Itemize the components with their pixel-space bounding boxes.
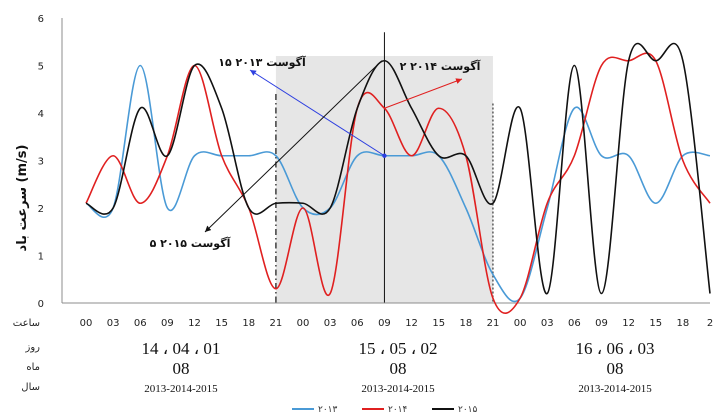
x-tick-label: 18 <box>677 318 690 329</box>
x-tick-label: 09 <box>595 318 608 329</box>
x-tick-label: 06 <box>568 318 581 329</box>
annotation-point <box>382 154 386 158</box>
x-tick-label: 18 <box>459 318 472 329</box>
x-tick-label: 00 <box>80 318 93 329</box>
x-tick-label: 09 <box>378 318 391 329</box>
hour-row-label: ساعت <box>13 318 40 329</box>
y-axis-label: سرعت باد (m/s) <box>15 145 30 252</box>
legend-label: ۲۰۱۵ <box>458 405 478 414</box>
x-tick-label: 06 <box>134 318 147 329</box>
row-group-value: 2013-2014-2015 <box>361 383 435 395</box>
x-tick-label: 00 <box>514 318 527 329</box>
row-label: سال <box>21 382 40 393</box>
x-tick-label: 18 <box>242 318 255 329</box>
annotation-label: ۱۵ آگوست ۲۰۱۳ <box>218 55 306 69</box>
x-tick-label: 09 <box>161 318 174 329</box>
row-group-value: 14 ، 04 ، 01 <box>141 339 220 358</box>
row-group-value: 16 ، 06 ، 03 <box>576 339 655 358</box>
x-tick-label: 2 <box>707 318 713 329</box>
row-group-value: 15 ، 05 ، 02 <box>359 339 438 358</box>
x-tick-label: 12 <box>188 318 201 329</box>
x-tick-label: 15 <box>215 318 228 329</box>
y-tick-label: 5 <box>38 62 44 73</box>
x-tick-label: 21 <box>270 318 283 329</box>
legend-label: ۲۰۱۴ <box>388 405 408 414</box>
x-tick-label: 12 <box>622 318 635 329</box>
x-tick-label: 12 <box>405 318 418 329</box>
x-tick-label: 21 <box>487 318 500 329</box>
y-tick-label: 1 <box>38 252 44 263</box>
legend-label: ۲۰۱۳ <box>318 405 338 414</box>
y-tick-label: 3 <box>38 157 44 168</box>
row-label: روز <box>25 342 41 353</box>
x-tick-label: 03 <box>324 318 337 329</box>
annotation-label: ۵ آگوست ۲۰۱۵ <box>150 236 231 250</box>
x-tick-label: 06 <box>351 318 364 329</box>
annotation-label: ۲ آگوست ۲۰۱۴ <box>400 59 481 73</box>
row-group-value: 08 <box>607 359 624 378</box>
y-tick-label: 2 <box>38 204 44 215</box>
x-tick-label: 03 <box>541 318 554 329</box>
y-tick-label: 6 <box>38 14 44 25</box>
row-group-value: 08 <box>390 359 407 378</box>
y-tick-label: 0 <box>38 299 44 310</box>
x-tick-label: 03 <box>107 318 120 329</box>
row-group-value: 2013-2014-2015 <box>144 383 218 395</box>
x-tick-label: 15 <box>649 318 662 329</box>
row-label: ماه <box>26 362 40 373</box>
row-group-value: 08 <box>172 359 189 378</box>
x-tick-label: 00 <box>297 318 310 329</box>
row-group-value: 2013-2014-2015 <box>578 383 652 395</box>
x-tick-label: 15 <box>432 318 445 329</box>
y-tick-label: 4 <box>38 109 44 120</box>
